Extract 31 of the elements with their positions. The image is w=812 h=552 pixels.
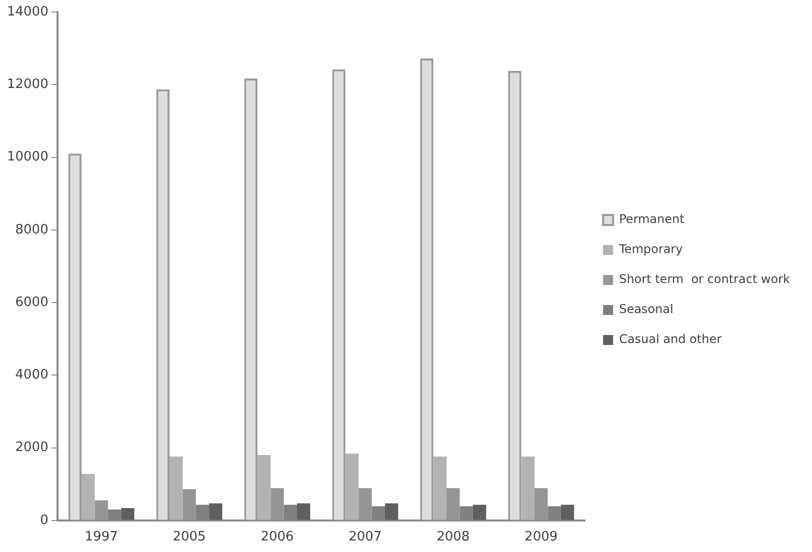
bar	[121, 508, 134, 520]
x-tick-label: 2007	[348, 530, 382, 545]
x-tick-label: 2009	[524, 530, 558, 545]
y-tick-label: 14000	[6, 4, 48, 20]
y-tick-label: 6000	[15, 294, 48, 310]
bar	[257, 455, 271, 520]
legend-label: Short term or contract work	[619, 272, 790, 286]
bar	[169, 456, 183, 520]
bar	[560, 504, 574, 520]
bar	[521, 456, 534, 520]
x-tick-label: 1997	[84, 530, 118, 545]
legend-label: Casual and other	[619, 332, 722, 346]
legend-label: Temporary	[618, 242, 683, 256]
legend-label: Permanent	[619, 212, 685, 226]
y-tick-label: 10000	[6, 150, 48, 165]
legend-label: Seasonal	[619, 302, 674, 316]
bar	[472, 504, 486, 520]
bar	[433, 456, 447, 520]
x-tick-label: 2008	[436, 530, 470, 545]
bar	[82, 474, 95, 520]
y-tick-label: 4000	[15, 368, 48, 383]
x-tick-label: 2006	[260, 530, 294, 545]
bar	[297, 503, 310, 520]
x-tick-label: 2005	[172, 530, 206, 545]
bar	[209, 503, 222, 520]
y-tick-label: 0	[40, 512, 48, 528]
bar	[345, 454, 359, 520]
y-tick-label: 2000	[15, 440, 48, 456]
bar	[384, 503, 398, 520]
y-tick-label: 8000	[15, 222, 48, 238]
y-tick-label: 12000	[6, 77, 48, 92]
